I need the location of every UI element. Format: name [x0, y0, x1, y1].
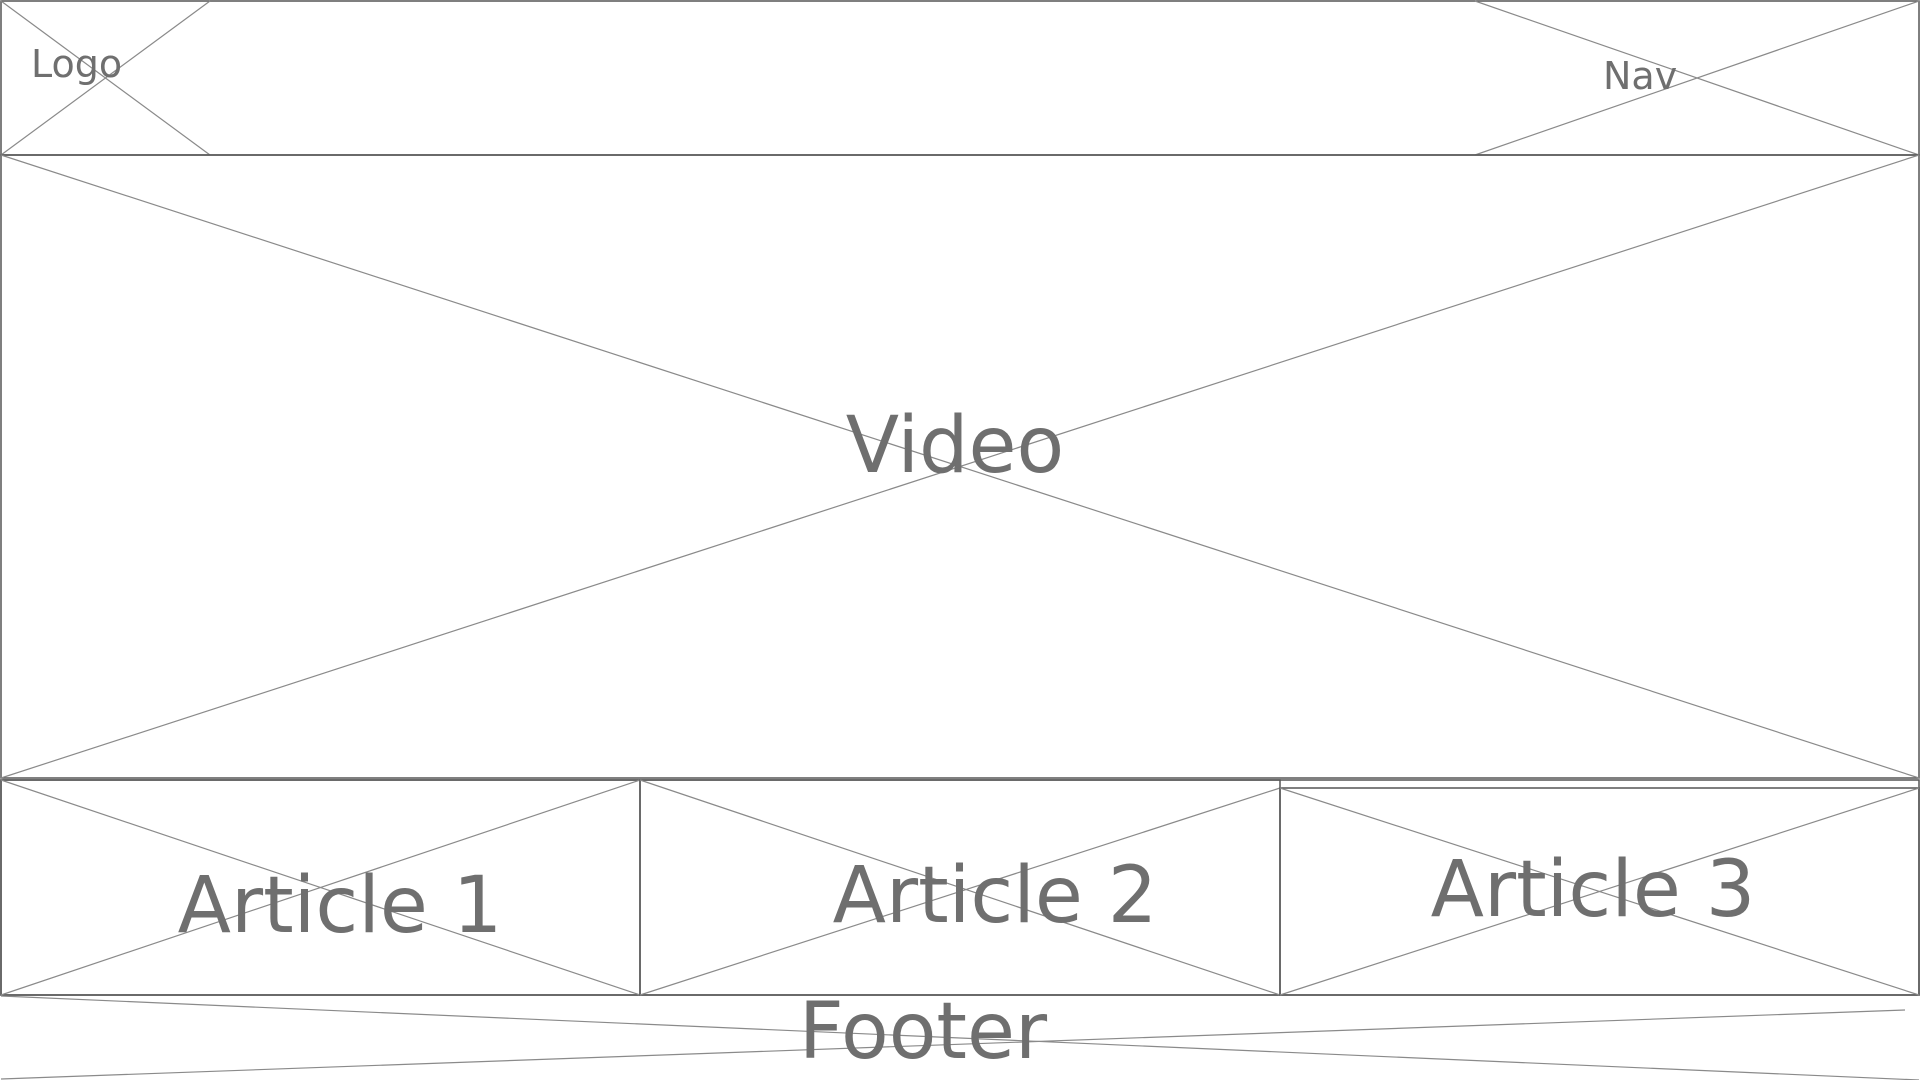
footer-section: Footer: [0, 987, 1920, 1080]
article-1-placeholder: Article 1: [0, 779, 641, 996]
logo-cross-line-b: [0, 0, 211, 156]
video-section: Video: [0, 154, 1920, 779]
nav-label: Nav: [1603, 54, 1677, 98]
logo-placeholder: Logo: [0, 0, 211, 156]
video-label: Video: [846, 401, 1065, 491]
article-2-cross-line-b: [639, 787, 1281, 996]
article-3-cross-line-b: [1279, 787, 1920, 996]
article-3-placeholder: Article 3: [1279, 787, 1920, 996]
footer-label: Footer: [799, 987, 1048, 1077]
header-section: Logo Nav: [0, 0, 1920, 156]
video-box: [0, 154, 1920, 779]
article-3-label: Article 3: [1431, 845, 1756, 935]
footer-cross-line-b: [0, 1009, 1906, 1080]
video-cross-line-b: [0, 154, 1920, 779]
article-1-label: Article 1: [178, 861, 503, 951]
article-2-cross-line-a: [639, 779, 1281, 996]
nav-placeholder: Nav: [1474, 0, 1920, 156]
article-2-placeholder: Article 2: [639, 779, 1281, 996]
article-3-box: [1279, 787, 1920, 996]
nav-cross-line-b: [1474, 0, 1920, 156]
articles-section: Article 1 Article 2 Article 3: [0, 779, 1920, 996]
footer-cross-line-a: [0, 995, 1920, 1080]
logo-label: Logo: [31, 42, 122, 86]
article-1-cross-line-b: [0, 779, 641, 996]
article-2-label: Article 2: [833, 851, 1158, 941]
